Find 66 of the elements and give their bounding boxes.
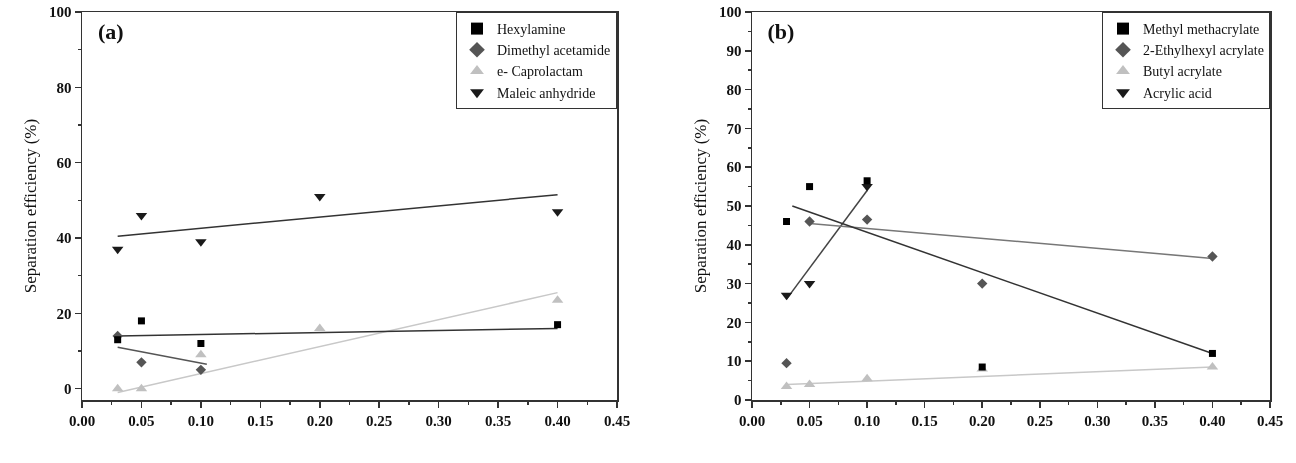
x-tick-label: 0.30 xyxy=(1084,412,1111,429)
x-tick-label: 0.15 xyxy=(247,412,274,429)
x-tick-label: 0.45 xyxy=(1256,412,1284,429)
y-tick-label: 60 xyxy=(56,154,72,171)
point xyxy=(195,349,207,358)
y-tick-label: 40 xyxy=(726,237,742,254)
x-tick-label: 0.00 xyxy=(68,412,96,429)
point xyxy=(804,216,815,227)
x-tick-label: 0.40 xyxy=(544,412,571,429)
y-tick-label: 80 xyxy=(56,79,72,96)
x-tick-label: 0.30 xyxy=(425,412,452,429)
y-tick-label: 0 xyxy=(734,392,742,409)
point xyxy=(114,336,122,344)
chart-title: (a) xyxy=(98,19,124,45)
y-tick-label: 0 xyxy=(64,380,72,397)
y-tick-label: 100 xyxy=(719,4,742,21)
x-tick-label: 0.45 xyxy=(603,412,631,429)
y-tick-label: 60 xyxy=(726,159,742,176)
x-tick-label: 0.20 xyxy=(306,412,333,429)
legend-label: Butyl acrylate xyxy=(1143,64,1222,80)
x-tick-label: 0.40 xyxy=(1199,412,1226,429)
legend-label: Acrylic acid xyxy=(1143,85,1212,101)
point xyxy=(783,218,791,226)
legend-label: 2-Ethylhexyl acrylate xyxy=(1143,43,1264,59)
point xyxy=(977,278,988,289)
x-tick-label: 0.05 xyxy=(128,412,155,429)
x-tick-label: 0.25 xyxy=(366,412,393,429)
legend-label: Maleic anhydride xyxy=(497,85,596,101)
y-axis-title: Separation efficiency (%) xyxy=(690,118,710,294)
point xyxy=(137,317,145,325)
y-tick-label: 70 xyxy=(726,120,742,137)
point xyxy=(863,177,871,185)
y-tick-label: 100 xyxy=(49,4,72,21)
chart-title: (b) xyxy=(767,19,795,45)
point xyxy=(781,357,792,369)
x-tick-label: 0.35 xyxy=(484,412,512,429)
y-tick-label: 90 xyxy=(726,43,742,60)
y-tick-label: 10 xyxy=(726,353,742,370)
x-tick-label: 0.25 xyxy=(1026,412,1053,429)
x-tick-label: 0.20 xyxy=(969,412,996,429)
y-tick-label: 40 xyxy=(56,230,72,247)
y-tick-label: 20 xyxy=(726,314,742,331)
x-tick-label: 0.10 xyxy=(853,412,881,429)
y-tick-label: 20 xyxy=(56,305,72,322)
point xyxy=(197,340,205,347)
point xyxy=(1208,349,1216,357)
point xyxy=(554,321,562,329)
y-tick-label: 30 xyxy=(726,275,742,292)
legend-label: e- Caprolactam xyxy=(497,64,584,80)
point xyxy=(861,373,873,382)
legend-label: Dimethyl acetamide xyxy=(497,43,611,59)
x-tick-label: 0.00 xyxy=(738,412,766,429)
x-tick-label: 0.15 xyxy=(911,412,938,429)
legend-label: Hexylamine xyxy=(497,22,566,38)
point xyxy=(806,183,814,191)
point xyxy=(861,214,873,225)
y-tick-label: 50 xyxy=(726,198,742,215)
y-tick-label: 80 xyxy=(726,81,742,98)
x-tick-label: 0.10 xyxy=(187,412,215,429)
x-tick-label: 0.35 xyxy=(1141,412,1169,429)
point xyxy=(1207,251,1218,262)
point xyxy=(195,364,207,376)
x-tick-label: 0.05 xyxy=(796,412,823,429)
point xyxy=(136,357,147,368)
y-axis-title: Separation efficiency (%) xyxy=(20,118,40,294)
legend-label: Methyl methacrylate xyxy=(1143,22,1260,38)
